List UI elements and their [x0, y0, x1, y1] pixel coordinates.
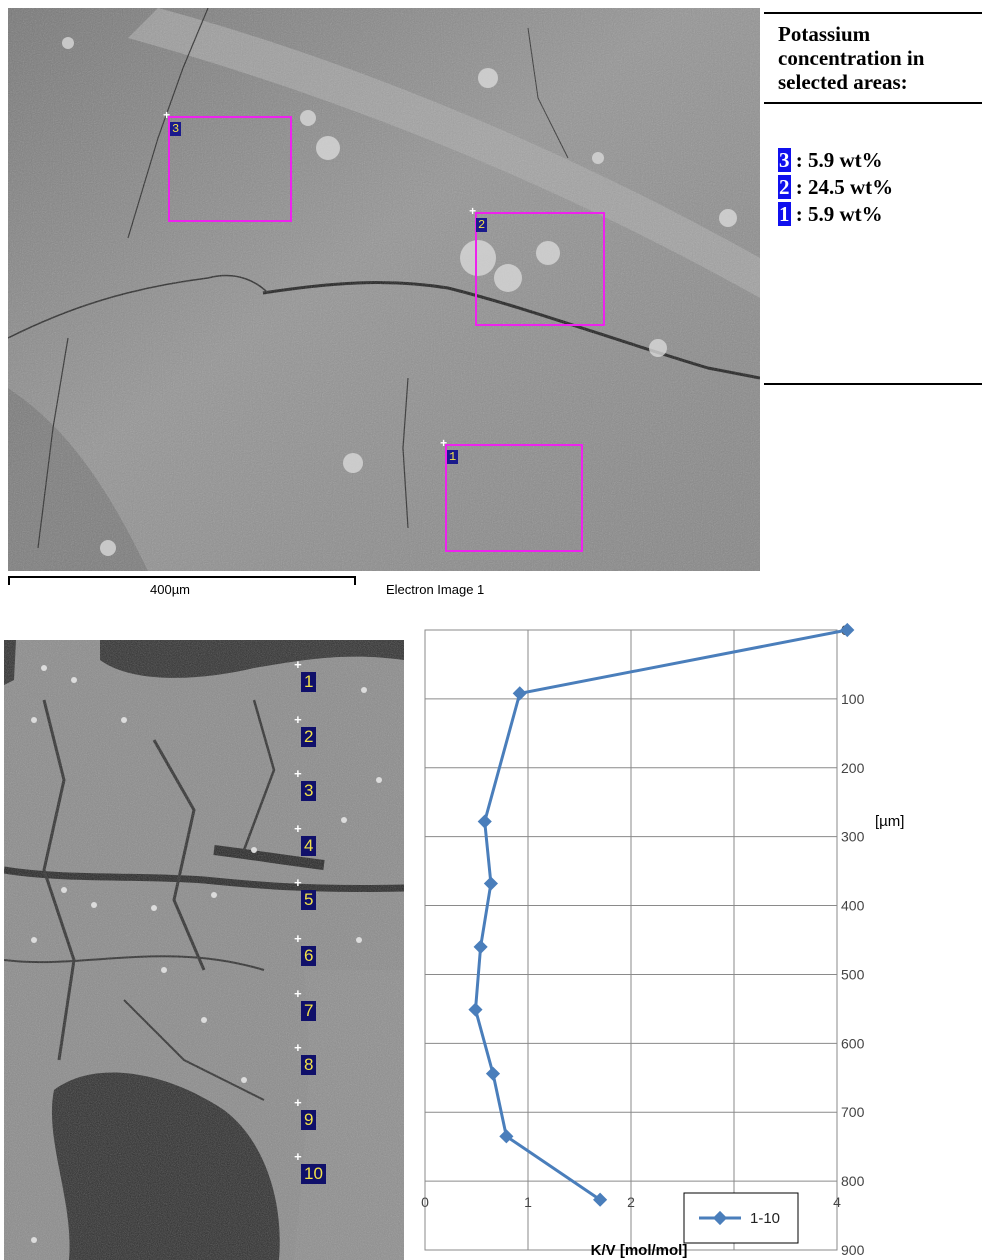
- crosshair-icon: +: [440, 437, 448, 451]
- legend: 1-10: [683, 1192, 799, 1244]
- y-tick-label: 300: [841, 829, 865, 845]
- sem-top-texture: [8, 8, 760, 571]
- concentration-area-number: 1: [778, 202, 791, 226]
- concentration-area-number: 3: [778, 148, 791, 172]
- sem-bottom-image: + 1 + 2 + 3 + 4 + 5 + 6 + 7 + 8 + 9 + 10: [4, 640, 404, 1260]
- y-tick-label: 900: [841, 1242, 865, 1258]
- crosshair-icon: +: [294, 1041, 302, 1056]
- concentration-row-3: 3 : 5.9 wt%: [778, 148, 883, 172]
- data-point-marker: [477, 814, 492, 829]
- crosshair-icon: +: [294, 1150, 302, 1165]
- point-tag-2: 2: [301, 727, 317, 747]
- y-tick-label: 400: [841, 898, 865, 914]
- x-tick-label: 4: [833, 1194, 841, 1210]
- sem-top-image: + + + 3 2 1: [8, 8, 760, 571]
- crosshair-icon: +: [294, 767, 302, 782]
- crosshair-icon: +: [469, 205, 477, 219]
- point-tag-5: 5: [301, 890, 317, 910]
- concentration-row-2: 2 : 24.5 wt%: [778, 175, 893, 199]
- y-tick-label: 700: [841, 1104, 865, 1120]
- y-tick-label: 500: [841, 966, 865, 982]
- point-tag-3: 3: [301, 781, 317, 801]
- concentration-row-1: 1 : 5.9 wt%: [778, 202, 883, 226]
- crosshair-icon: +: [294, 713, 302, 728]
- data-point-marker: [483, 876, 498, 891]
- y-axis-ticks: 0100200300400500600700800900: [841, 622, 865, 1258]
- crosshair-icon: +: [294, 658, 302, 673]
- x-tick-label: 1: [524, 1194, 532, 1210]
- y-tick-label: 100: [841, 691, 865, 707]
- y-axis-label: [µm]: [875, 813, 904, 830]
- point-tag-4: 4: [301, 836, 317, 856]
- point-tag-9: 9: [301, 1110, 317, 1130]
- crosshair-icon: +: [294, 987, 302, 1002]
- crosshair-icon: +: [294, 932, 302, 947]
- sem-bottom-texture: [4, 640, 404, 1260]
- point-tag-6: 6: [301, 946, 317, 966]
- x-tick-label: 2: [627, 1194, 635, 1210]
- x-axis-label: K/V [mol/mol]: [591, 1242, 688, 1259]
- concentration-value: : 5.9 wt%: [795, 148, 883, 172]
- point-tag-10: 10: [301, 1164, 326, 1184]
- selection-area-3: [168, 116, 292, 222]
- point-tag-7: 7: [301, 1001, 317, 1021]
- concentration-value: : 24.5 wt%: [795, 175, 894, 199]
- crosshair-icon: +: [294, 876, 302, 891]
- scale-label: 400µm: [150, 582, 191, 597]
- scale-bar: [8, 576, 356, 585]
- kv-depth-chart: 01234 0100200300400500600700800900 1-10 …: [421, 622, 904, 1259]
- panel-mid-rule: [764, 102, 982, 104]
- legend-marker-icon: [712, 1210, 728, 1226]
- area-tag-2: 2: [476, 218, 488, 232]
- selection-area-1: [445, 444, 583, 552]
- chart-grid: [424, 629, 838, 1251]
- area-tag-3: 3: [170, 122, 182, 136]
- crosshair-icon: +: [294, 1096, 302, 1111]
- crosshair-icon: +: [294, 822, 302, 837]
- panel-top-rule: [764, 12, 982, 14]
- legend-label: 1-10: [750, 1210, 780, 1227]
- concentration-value: : 5.9 wt%: [795, 202, 883, 226]
- crosshair-icon: +: [163, 109, 171, 123]
- y-tick-label: 200: [841, 760, 865, 776]
- y-tick-label: 600: [841, 1035, 865, 1051]
- data-point-marker: [840, 622, 855, 638]
- point-tag-1: 1: [301, 672, 317, 692]
- area-tag-1: 1: [447, 450, 459, 464]
- x-tick-label: 0: [421, 1194, 429, 1210]
- image-label: Electron Image 1: [386, 582, 485, 597]
- panel-title: Potassium concentration in selected area…: [778, 22, 925, 94]
- y-tick-label: 800: [841, 1173, 865, 1189]
- concentration-area-number: 2: [778, 175, 791, 199]
- panel-bottom-rule: [764, 383, 982, 385]
- selection-area-2: [475, 212, 605, 326]
- point-tag-8: 8: [301, 1055, 317, 1075]
